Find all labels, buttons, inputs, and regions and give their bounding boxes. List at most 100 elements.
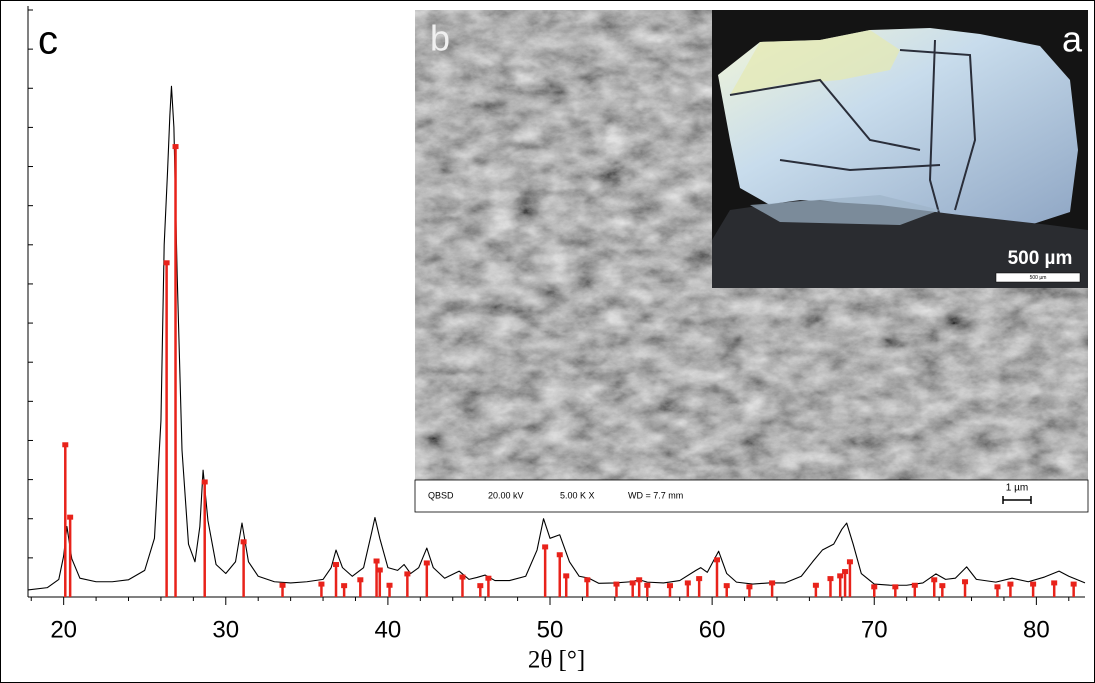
x-tick-label: 40 [375, 616, 402, 643]
reference-peak [812, 582, 819, 597]
reference-peak [1030, 581, 1037, 597]
reference-peak [684, 580, 691, 597]
reference-peak [871, 584, 878, 597]
stem-cap [404, 571, 411, 577]
stem-cap [629, 580, 636, 586]
reference-peak [827, 576, 834, 597]
reference-peak [994, 584, 1001, 597]
photo-shape [730, 30, 900, 95]
stem-cap [386, 582, 393, 588]
stem-cap [357, 577, 364, 583]
reference-peak [892, 584, 899, 597]
stem-cap [846, 559, 853, 565]
stem-cap [318, 581, 325, 587]
reference-peak [201, 479, 208, 597]
reference-peak [837, 573, 844, 597]
reference-peak [1051, 580, 1058, 597]
stem-cap [240, 539, 247, 545]
reference-peak [404, 571, 411, 597]
stem-cap [62, 442, 69, 448]
stem-cap [962, 579, 969, 585]
stem-cap [666, 583, 673, 589]
stem-cap [556, 552, 563, 558]
reference-peak [939, 583, 946, 597]
stem-cap [769, 580, 776, 586]
stem-cap [613, 581, 620, 587]
info-bar [414, 479, 1089, 513]
stem-cap [373, 558, 380, 564]
reference-peak [931, 577, 938, 597]
stem-cap [723, 583, 730, 589]
stem-cap [911, 582, 918, 588]
reference-peak [67, 514, 74, 597]
reference-peak [423, 560, 430, 597]
x-tick-label: 80 [1023, 616, 1050, 643]
x-tick-label: 30 [212, 616, 239, 643]
x-tick-label: 60 [699, 616, 726, 643]
stem-cap [172, 144, 179, 150]
reference-peak [386, 582, 393, 597]
stem-cap [636, 577, 643, 583]
stem-cap [842, 569, 849, 575]
info-text: 20.00 kV [488, 490, 524, 500]
stem-cap [1030, 581, 1037, 587]
panel-label: c [38, 19, 58, 63]
reference-peak [846, 559, 853, 597]
reference-peak [459, 574, 466, 597]
reference-peak [696, 576, 703, 597]
stem-cap [477, 583, 484, 589]
reference-peak [563, 573, 570, 597]
stem-cap [696, 576, 703, 582]
stem-cap [1051, 580, 1058, 586]
panel-label: b [430, 18, 450, 59]
scale-bar [995, 272, 1081, 283]
reference-peak [62, 442, 69, 597]
stem-cap [713, 557, 720, 563]
stem-cap [1007, 581, 1014, 587]
reference-peak [357, 577, 364, 597]
reference-peak [584, 577, 591, 597]
stem-cap [939, 583, 946, 589]
reference-peak [629, 580, 636, 597]
reference-peak [542, 544, 549, 597]
info-text: WD = 7.7 mm [628, 490, 683, 500]
stem-cap [1070, 581, 1077, 587]
reference-peak [842, 569, 849, 597]
reference-peak [376, 567, 383, 597]
reference-peak [613, 581, 620, 597]
inset-a: a 500 µm 500 µm [712, 10, 1088, 288]
reference-peak [962, 579, 969, 597]
reference-peak [373, 558, 380, 597]
stem-cap [837, 573, 844, 579]
reference-peak [1070, 581, 1077, 597]
stem-cap [341, 583, 348, 589]
reference-peak [636, 577, 643, 597]
x-axis-label: 2θ [°] [528, 647, 585, 674]
stem-cap [542, 544, 549, 550]
stem-cap [163, 260, 170, 266]
stem-cap [423, 560, 430, 566]
stem-cap [827, 576, 834, 582]
stem-cap [201, 479, 208, 485]
reference-peak [477, 583, 484, 597]
stem-cap [459, 574, 466, 580]
stem-cap [684, 580, 691, 586]
reference-peak [240, 539, 247, 597]
info-text: QBSD [428, 490, 454, 500]
reference-peak [644, 582, 651, 597]
reference-peak [911, 582, 918, 597]
panel-label: a [1062, 19, 1083, 60]
reference-peak [279, 582, 286, 597]
reference-peak [485, 575, 492, 597]
stem-cap [994, 584, 1001, 590]
x-tick-label: 70 [861, 616, 888, 643]
reference-peak [341, 583, 348, 597]
reference-peak [556, 552, 563, 597]
reference-peak [1007, 581, 1014, 597]
photo-shape [750, 195, 940, 225]
scale-label: 1 µm [1006, 483, 1028, 494]
reference-peak [769, 580, 776, 597]
x-tick-label: 50 [537, 616, 564, 643]
